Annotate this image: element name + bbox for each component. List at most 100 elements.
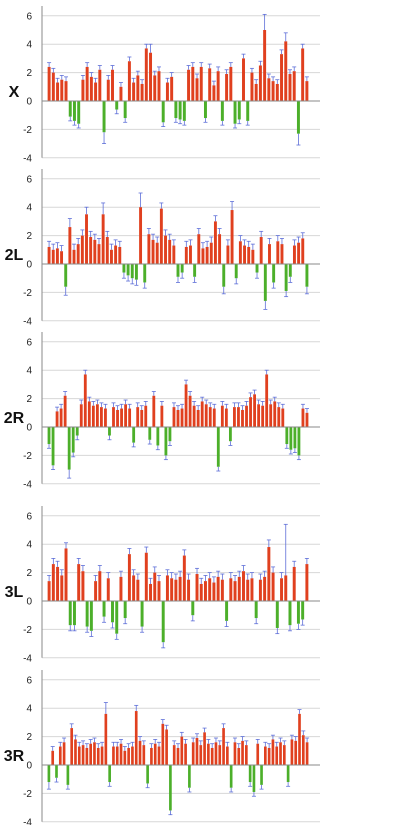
bar (112, 407, 115, 427)
chart-panel-1: 6 4 2 0 -2 -4 2L (5, 169, 320, 327)
bar (245, 405, 248, 427)
bar (254, 601, 258, 619)
y-tick-label: -2 (23, 451, 32, 462)
bar (268, 244, 271, 264)
bar (96, 747, 100, 765)
bar (225, 601, 229, 621)
bar (209, 242, 213, 264)
bar (164, 235, 167, 264)
bar (55, 765, 58, 778)
bar (216, 576, 220, 601)
bar (222, 728, 225, 765)
bar (80, 235, 84, 264)
bar (47, 246, 51, 264)
bar (203, 101, 207, 119)
y-tick-label: 2 (26, 732, 32, 743)
bar (142, 745, 146, 765)
bar (172, 245, 176, 264)
bar (195, 574, 199, 601)
bar (108, 427, 111, 436)
bar (208, 407, 212, 427)
bar (292, 566, 296, 601)
bar (224, 408, 228, 427)
panel-label: 3L (5, 584, 24, 601)
bar (81, 79, 85, 101)
bar (280, 244, 284, 264)
bar (199, 745, 203, 765)
bar (189, 245, 192, 264)
chart-panel-0: 6 4 2 0 -2 -4 X (9, 6, 320, 164)
bar (234, 264, 238, 279)
bar (118, 246, 122, 264)
bar (164, 427, 168, 456)
y-tick-label: 4 (26, 40, 32, 51)
y-tick-label: 4 (26, 704, 32, 715)
bar (263, 30, 267, 101)
bar (93, 742, 96, 765)
bar (199, 583, 203, 601)
bar (218, 745, 222, 765)
bar (248, 765, 252, 783)
bar (271, 572, 275, 601)
bar (101, 214, 105, 264)
bar (79, 404, 83, 427)
bar (128, 408, 132, 427)
bar (143, 264, 147, 283)
bar (288, 264, 292, 277)
bar (222, 264, 226, 287)
bar (149, 583, 153, 601)
bar (237, 576, 241, 601)
bar (123, 750, 127, 765)
bar (297, 242, 301, 264)
bar (213, 221, 217, 264)
bar (191, 66, 195, 101)
y-tick-label: 0 (26, 597, 32, 608)
bar (245, 745, 248, 765)
bar (75, 427, 79, 436)
bar (204, 404, 208, 427)
bar (226, 245, 230, 264)
bar (242, 571, 245, 601)
bar (159, 208, 163, 264)
bar (102, 601, 106, 617)
y-tick-label: -2 (23, 789, 32, 800)
y-tick-label: 6 (26, 511, 32, 522)
bar (237, 407, 240, 427)
bar (172, 745, 176, 765)
bar (140, 409, 144, 427)
bar (280, 54, 284, 101)
y-tick-label: 0 (26, 260, 32, 271)
bar (136, 407, 140, 427)
bar (251, 249, 255, 264)
bar (296, 601, 300, 624)
bar (200, 401, 204, 427)
bar (191, 601, 195, 616)
bar (153, 743, 157, 765)
bar (81, 745, 85, 765)
panel-label: 3R (4, 748, 25, 765)
bar (212, 408, 216, 427)
bar (233, 407, 236, 427)
bar (123, 101, 127, 119)
bar (83, 374, 87, 427)
bar (104, 408, 107, 427)
y-tick-label: 6 (26, 675, 32, 686)
bar (284, 41, 288, 101)
bar (275, 601, 279, 628)
bar (110, 249, 113, 264)
bar (301, 238, 305, 264)
bar (267, 78, 271, 101)
bar (216, 427, 220, 467)
bar (111, 69, 114, 101)
bar (258, 579, 262, 601)
bar (282, 745, 286, 765)
bar (253, 394, 256, 427)
bar (144, 552, 148, 601)
bar (63, 395, 67, 427)
bar (168, 239, 172, 264)
bar (89, 76, 93, 101)
bar (74, 739, 77, 765)
bar (119, 86, 123, 101)
bar (301, 601, 305, 620)
bar (47, 427, 51, 445)
